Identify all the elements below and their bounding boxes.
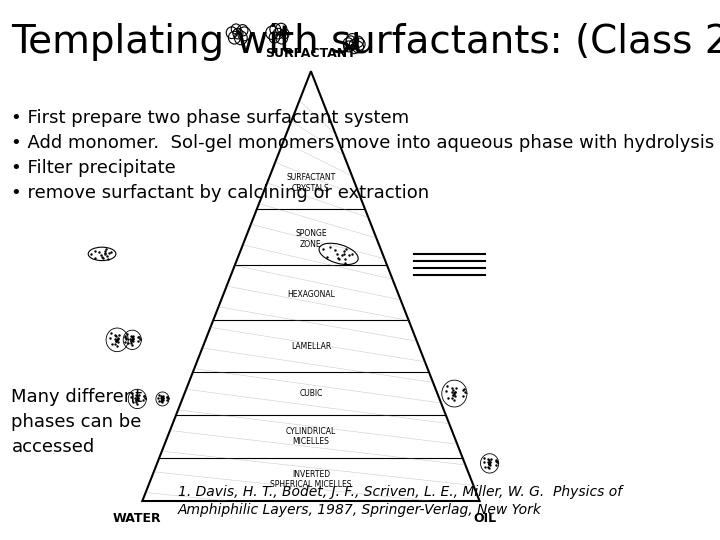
Text: 1. Davis, H. T., Bodet, J. F., Scriven, L. E., Miller, W. G.  Physics of
Amphiph: 1. Davis, H. T., Bodet, J. F., Scriven, … <box>178 485 621 517</box>
Text: SURFACTANT: SURFACTANT <box>266 48 356 60</box>
Text: CUBIC: CUBIC <box>300 389 323 398</box>
Text: CYLINDRICAL
MICELLES: CYLINDRICAL MICELLES <box>286 427 336 446</box>
Polygon shape <box>143 71 480 501</box>
Text: Many different
phases can be
accessed: Many different phases can be accessed <box>12 388 143 456</box>
Text: Templating with surfactants: (Class 2C): Templating with surfactants: (Class 2C) <box>12 23 720 61</box>
Text: HEXAGONAL: HEXAGONAL <box>287 290 335 299</box>
Text: SURFACTANT
CRYSTALS: SURFACTANT CRYSTALS <box>287 173 336 193</box>
Text: LAMELLAR: LAMELLAR <box>291 342 331 351</box>
Text: SPONGE
ZONE: SPONGE ZONE <box>295 229 327 248</box>
Text: OIL: OIL <box>473 512 496 525</box>
Text: WATER: WATER <box>113 512 161 525</box>
Text: • First prepare two phase surfactant system
• Add monomer.  Sol-gel monomers mov: • First prepare two phase surfactant sys… <box>12 109 715 202</box>
Text: INVERTED
SPHERICAL MICELLES: INVERTED SPHERICAL MICELLES <box>270 470 351 489</box>
